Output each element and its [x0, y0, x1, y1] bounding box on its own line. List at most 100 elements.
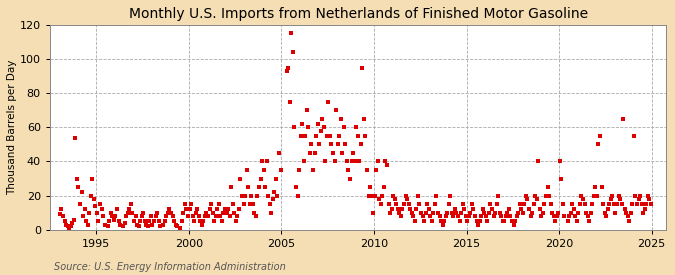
Y-axis label: Thousand Barrels per Day: Thousand Barrels per Day [7, 60, 17, 195]
Point [92, 210, 103, 215]
Point [308, 168, 319, 172]
Point [354, 159, 364, 164]
Point [556, 176, 567, 181]
Point [286, 31, 297, 36]
Point [99, 222, 110, 227]
Point [380, 159, 391, 164]
Point [388, 193, 399, 198]
Point [269, 190, 280, 194]
Point [470, 214, 481, 218]
Point [456, 210, 466, 215]
Point [607, 193, 618, 198]
Point [369, 193, 380, 198]
Point [267, 197, 278, 201]
Point [553, 210, 564, 215]
Point [567, 202, 578, 206]
Point [146, 214, 157, 218]
Point [238, 202, 249, 206]
Point [416, 210, 427, 215]
Point [574, 202, 585, 206]
Point [304, 151, 315, 155]
Point [126, 202, 136, 206]
Point [483, 210, 494, 215]
Point [551, 214, 562, 218]
Point [406, 210, 417, 215]
Point [72, 176, 82, 181]
Point [580, 210, 591, 215]
Point [612, 202, 622, 206]
Point [491, 202, 502, 206]
Point [396, 214, 406, 218]
Point [541, 193, 551, 198]
Point [171, 224, 182, 229]
Point [379, 185, 389, 189]
Point [548, 214, 559, 218]
Point [111, 207, 122, 211]
Point [261, 159, 272, 164]
Point [252, 193, 263, 198]
Point [122, 210, 133, 215]
Point [496, 214, 507, 218]
Point [608, 202, 619, 206]
Point [644, 197, 655, 201]
Point [317, 117, 327, 121]
Point [464, 214, 475, 218]
Point [113, 219, 124, 224]
Point [628, 134, 639, 138]
Point [604, 202, 615, 206]
Point [573, 210, 584, 215]
Point [302, 108, 313, 112]
Point [57, 214, 68, 218]
Point [158, 222, 169, 227]
Point [292, 193, 303, 198]
Point [202, 214, 213, 218]
Point [281, 69, 292, 73]
Point [504, 207, 514, 211]
Point [164, 207, 175, 211]
Point [167, 214, 178, 218]
Point [535, 207, 545, 211]
Point [423, 207, 434, 211]
Point [59, 219, 70, 224]
Point [558, 202, 568, 206]
Point [297, 122, 308, 126]
Point [362, 168, 373, 172]
Point [539, 202, 550, 206]
Point [633, 197, 644, 201]
Point [240, 193, 250, 198]
Point [343, 168, 354, 172]
Point [477, 207, 488, 211]
Point [81, 219, 92, 224]
Point [381, 163, 392, 167]
Point [201, 210, 212, 215]
Point [494, 210, 505, 215]
Point [578, 197, 589, 201]
Point [61, 222, 72, 227]
Point [466, 202, 477, 206]
Point [163, 210, 173, 215]
Point [356, 142, 367, 147]
Point [519, 202, 530, 206]
Point [377, 193, 388, 198]
Point [223, 207, 234, 211]
Point [543, 193, 554, 198]
Point [78, 214, 88, 218]
Point [645, 202, 656, 206]
Point [153, 219, 164, 224]
Point [602, 207, 613, 211]
Point [82, 222, 93, 227]
Point [595, 134, 605, 138]
Point [507, 219, 518, 224]
Point [170, 222, 181, 227]
Point [250, 214, 261, 218]
Point [622, 214, 633, 218]
Point [95, 202, 105, 206]
Point [639, 207, 650, 211]
Point [165, 210, 176, 215]
Point [576, 193, 587, 198]
Point [298, 159, 309, 164]
Point [141, 222, 152, 227]
Point [150, 214, 161, 218]
Point [526, 210, 537, 215]
Point [73, 185, 84, 189]
